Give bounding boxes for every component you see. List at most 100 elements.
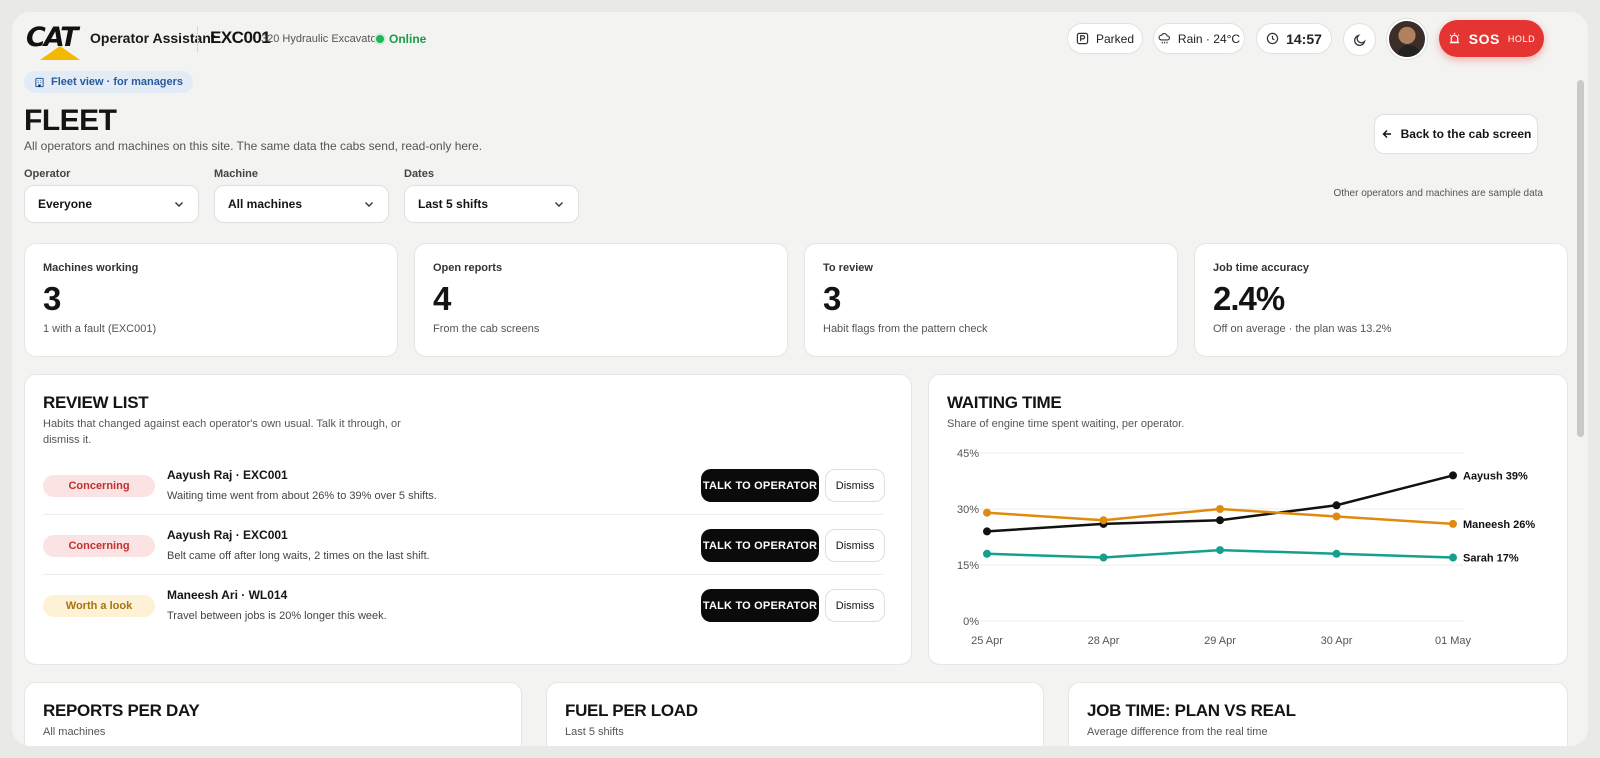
- dates-filter-label: Dates: [404, 168, 434, 180]
- data-point-sarah: [1332, 549, 1341, 558]
- machine-filter-label: Machine: [214, 168, 259, 180]
- review-item: Concerning Aayush Raj · EXC001 Belt came…: [43, 517, 885, 575]
- weather-pill[interactable]: Rain · 24°C: [1153, 23, 1245, 54]
- stat-label: Machines working: [43, 262, 139, 274]
- dismiss-button[interactable]: Dismiss: [825, 529, 885, 562]
- sample-data-note: Other operators and machines are sample …: [1333, 188, 1543, 199]
- page-subtitle: All operators and machines on this site.…: [24, 139, 483, 153]
- review-operator: Maneesh Ari · WL014: [167, 588, 288, 602]
- chevron-down-icon: [365, 202, 373, 207]
- series-end-label-aayush: Aayush 39%: [1463, 470, 1528, 482]
- machine-select[interactable]: All machines: [214, 185, 389, 223]
- data-point-maneesh: [1449, 519, 1457, 528]
- stat-value: 4: [433, 280, 451, 317]
- fuel-per-load-subtitle: Last 5 shifts: [565, 726, 624, 738]
- review-item: Worth a look Maneesh Ari · WL014 Travel …: [43, 577, 885, 635]
- fuel-per-load-card: FUEL PER LOAD Last 5 shifts: [546, 682, 1044, 746]
- job-time-plan-vs-real-card: JOB TIME: PLAN VS REAL Average differenc…: [1068, 682, 1568, 746]
- dark-mode-toggle[interactable]: [1343, 23, 1376, 56]
- operator-filter-label: Operator: [24, 168, 71, 180]
- chevron-down-icon: [555, 202, 563, 207]
- data-point-maneesh: [1216, 505, 1224, 513]
- waiting-time-subtitle: Share of engine time spent waiting, per …: [947, 418, 1185, 430]
- dates-select[interactable]: Last 5 shifts: [404, 185, 579, 223]
- review-item: Concerning Aayush Raj · EXC001 Waiting t…: [43, 457, 885, 515]
- stat-note: Off on average · the plan was 13.2%: [1213, 323, 1392, 335]
- talk-to-operator-button[interactable]: TALK TO OPERATOR: [701, 589, 819, 622]
- data-point-maneesh: [983, 508, 991, 517]
- building-icon: [35, 77, 44, 87]
- stat-value: 3: [43, 280, 61, 317]
- fuel-per-load-title: FUEL PER LOAD: [565, 701, 698, 720]
- arrow-left-icon: [1382, 130, 1391, 138]
- stat-card-job-time-accuracy: Job time accuracy 2.4% Off on average · …: [1194, 243, 1568, 357]
- machine-id: EXC001: [210, 28, 271, 47]
- x-tick-label: 25 Apr: [971, 635, 1003, 647]
- stat-label: Job time accuracy: [1213, 262, 1309, 274]
- x-tick-label: 28 Apr: [1088, 635, 1120, 647]
- clock-icon: [1266, 32, 1279, 45]
- reports-per-day-card: REPORTS PER DAY All machines: [24, 682, 522, 746]
- operator-select[interactable]: Everyone: [24, 185, 199, 223]
- job-time-plan-vs-real-subtitle: Average difference from the real time: [1087, 726, 1268, 738]
- data-point-sarah: [1216, 546, 1224, 555]
- logo-triangle-icon: [40, 46, 80, 60]
- back-to-cab-label: Back to the cab screen: [1400, 127, 1532, 141]
- stat-note: From the cab screens: [433, 323, 540, 335]
- waiting-time-card: WAITING TIME Share of engine time spent …: [928, 374, 1568, 665]
- review-list-card: REVIEW LIST Habits that changed against …: [24, 374, 912, 665]
- park-state-pill[interactable]: Parked: [1067, 23, 1143, 54]
- weather-label: Rain · 24°C: [1177, 31, 1241, 46]
- header-divider: [197, 26, 198, 52]
- page-scrollbar[interactable]: [1577, 80, 1584, 437]
- stat-note: 1 with a fault (EXC001): [43, 323, 157, 335]
- stat-card-open-reports: Open reports 4 From the cab screens: [414, 243, 788, 357]
- dates-select-value: Last 5 shifts: [418, 197, 489, 211]
- page-title: FLEET: [24, 104, 117, 137]
- talk-to-operator-button[interactable]: TALK TO OPERATOR: [701, 529, 819, 562]
- clock-pill: 14:57: [1256, 23, 1332, 54]
- dismiss-button[interactable]: Dismiss: [825, 469, 885, 502]
- parking-icon: [1076, 32, 1089, 45]
- y-tick-label: 45%: [957, 448, 979, 460]
- online-label: Online: [389, 32, 427, 46]
- operator-select-value: Everyone: [38, 197, 93, 211]
- review-list-subtitle: Habits that changed against each operato…: [43, 416, 401, 448]
- series-end-label-sarah: Sarah 17%: [1463, 553, 1519, 565]
- stat-value: 3: [823, 280, 841, 317]
- online-status: Online: [376, 32, 426, 46]
- alarm-siren-icon: [1449, 32, 1460, 44]
- sos-label: SOS: [1468, 30, 1500, 47]
- logo-wordmark: CAT: [26, 22, 79, 53]
- top-bar: CAT Operator Assistant EXC001 320 Hydrau…: [12, 12, 1588, 68]
- fleet-view-badge-label: Fleet view · for managers: [51, 76, 184, 88]
- review-detail: Belt came off after long waits, 2 times …: [167, 550, 430, 562]
- sos-hint: HOLD: [1507, 33, 1536, 44]
- severity-badge: Concerning: [43, 475, 155, 497]
- review-detail: Waiting time went from about 26% to 39% …: [167, 490, 437, 502]
- data-point-sarah: [1099, 553, 1108, 562]
- stat-label: To review: [823, 262, 873, 274]
- data-point-aayush: [1216, 516, 1224, 525]
- x-tick-label: 01 May: [1435, 635, 1472, 647]
- data-point-sarah: [1449, 553, 1457, 562]
- machine-select-value: All machines: [228, 197, 303, 211]
- data-point-aayush: [1449, 471, 1457, 480]
- waiting-time-title: WAITING TIME: [947, 393, 1062, 412]
- talk-to-operator-button[interactable]: TALK TO OPERATOR: [701, 469, 819, 502]
- rain-cloud-icon: [1158, 33, 1170, 44]
- job-time-plan-vs-real-title: JOB TIME: PLAN VS REAL: [1087, 701, 1296, 720]
- cat-logo: CAT: [26, 22, 80, 60]
- dismiss-button[interactable]: Dismiss: [825, 589, 885, 622]
- clock-label: 14:57: [1286, 30, 1322, 47]
- data-point-maneesh: [1332, 512, 1341, 521]
- severity-badge: Worth a look: [43, 595, 155, 617]
- sos-button[interactable]: SOS HOLD: [1439, 20, 1544, 57]
- avatar[interactable]: [1387, 19, 1427, 59]
- review-operator: Aayush Raj · EXC001: [167, 468, 288, 482]
- back-to-cab-button[interactable]: Back to the cab screen: [1374, 114, 1538, 154]
- review-subtitle-line-1: Habits that changed against each operato…: [43, 418, 401, 430]
- stat-note: Habit flags from the pattern check: [823, 323, 988, 335]
- online-dot-icon: [376, 35, 384, 43]
- data-point-maneesh: [1099, 516, 1108, 525]
